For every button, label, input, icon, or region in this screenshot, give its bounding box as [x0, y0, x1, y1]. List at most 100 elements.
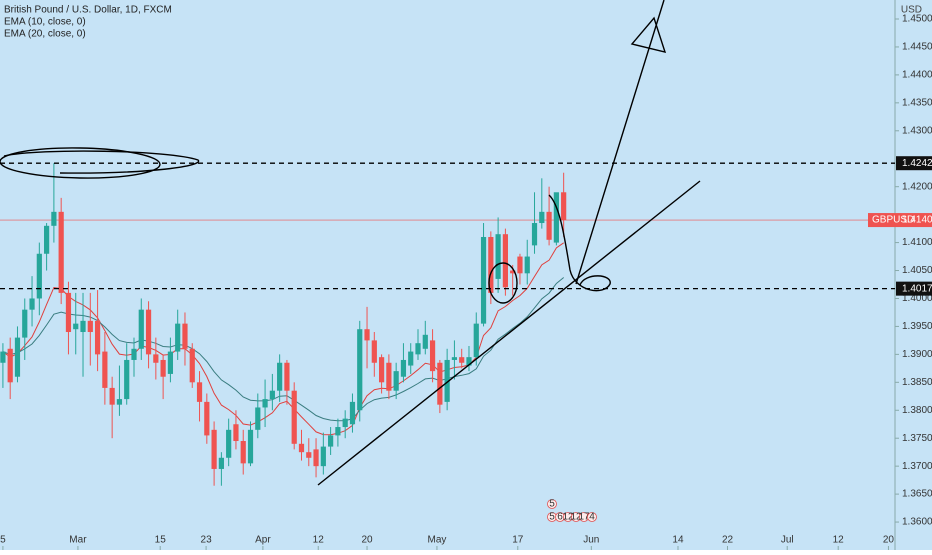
candle-body: [29, 298, 35, 310]
indicator-label: EMA (10, close, 0): [4, 17, 86, 28]
candle-body: [7, 348, 13, 383]
level-label: 1.42420: [902, 158, 932, 169]
candle-body: [175, 323, 181, 352]
candle-body: [277, 362, 283, 391]
candle-body: [466, 357, 472, 366]
candle-body: [138, 309, 144, 349]
candle-body: [422, 334, 428, 349]
candle-body: [240, 441, 246, 464]
candle-body: [87, 320, 93, 333]
y-tick-label: 1.44500: [902, 42, 932, 53]
y-tick-label: 1.41000: [902, 237, 932, 248]
candle-body: [429, 340, 436, 372]
candle-body: [371, 340, 377, 363]
event-label: 5: [549, 499, 555, 510]
candle-body: [116, 399, 123, 405]
x-tick-label: May: [427, 535, 446, 546]
last-price-symbol: GBPUSD: [872, 215, 914, 226]
y-tick-label: 1.36500: [902, 489, 932, 500]
candle-body: [313, 449, 319, 467]
event-marker: [587, 512, 597, 522]
candle-body: [386, 362, 392, 391]
x-tick-label: Apr: [255, 535, 271, 546]
candle-body: [73, 323, 79, 330]
candle-body: [22, 309, 28, 338]
candle-body: [561, 192, 567, 221]
last-price-box: [868, 213, 932, 228]
ellipse-drawing: [3, 150, 200, 174]
x-tick-label: 15: [155, 535, 167, 546]
candle-body: [495, 234, 501, 279]
candle-body: [437, 362, 443, 405]
x-tick-label: Jul: [781, 535, 794, 546]
candle-body: [182, 323, 188, 349]
trend-line: [317, 180, 701, 486]
candle-body: [480, 236, 487, 324]
candle-body: [94, 320, 101, 355]
event-label: 5: [549, 512, 555, 523]
event-label: 17: [578, 512, 590, 523]
candle-body: [14, 337, 21, 377]
x-tick-label: 17: [512, 535, 524, 546]
candle-body: [167, 351, 174, 374]
candle-body: [531, 223, 538, 246]
candle-body: [65, 292, 72, 333]
event-label: 6: [557, 512, 563, 523]
candle-body: [546, 211, 552, 240]
candle-body: [211, 429, 217, 469]
candle-body: [400, 359, 407, 377]
candle-body: [378, 357, 385, 383]
candle-body: [269, 390, 275, 400]
candle-body: [335, 427, 341, 436]
candle-body: [109, 387, 115, 405]
event-label: 4: [589, 512, 595, 523]
candle-body: [306, 452, 312, 458]
y-tick-label: 1.38500: [902, 377, 932, 388]
candle-body: [255, 407, 261, 430]
indicator-label: EMA (20, close, 0): [4, 29, 86, 40]
candle-body: [444, 359, 450, 402]
x-tick-label: Mar: [69, 535, 87, 546]
x-tick-label: 14: [672, 535, 684, 546]
candle-body: [131, 348, 137, 360]
candle-body: [153, 354, 159, 363]
x-tick-label: 12: [833, 535, 845, 546]
event-marker: [547, 499, 557, 509]
y-tick-label: 1.44000: [902, 70, 932, 81]
candle-body: [342, 418, 348, 428]
candle-body: [291, 390, 297, 444]
candle-body: [357, 329, 363, 411]
drawings: [0, 0, 701, 486]
candle-body: [124, 359, 130, 400]
ema-line: [2, 277, 565, 422]
candle-body: [517, 256, 523, 274]
candle-body: [58, 211, 64, 293]
candle-body: [510, 270, 516, 274]
candle-body: [189, 348, 195, 383]
y-tick-label: 1.42000: [902, 181, 932, 192]
candle-body: [539, 211, 545, 224]
candle-body: [218, 457, 224, 469]
event-label: 12: [562, 512, 574, 523]
x-tick-label: 12: [313, 535, 325, 546]
candle-body: [145, 309, 152, 355]
candle-body: [328, 435, 334, 447]
x-tick-label: 20: [883, 535, 895, 546]
candle-body: [408, 351, 414, 366]
candle-body: [226, 429, 232, 458]
candle-body: [502, 234, 508, 288]
candle-body: [160, 359, 166, 377]
arrow-drawing: [548, 0, 665, 292]
candle-body: [320, 446, 326, 467]
candle-body: [233, 424, 239, 442]
candle-body: [44, 225, 50, 254]
y-tick-label: 1.36000: [902, 517, 932, 528]
candle-body: [262, 399, 268, 408]
candle-body: [36, 253, 42, 299]
y-tick-label: 1.39000: [902, 349, 932, 360]
level-label-box: [896, 156, 932, 171]
candle-body: [524, 256, 530, 274]
x-tick-label: 5: [0, 535, 6, 546]
